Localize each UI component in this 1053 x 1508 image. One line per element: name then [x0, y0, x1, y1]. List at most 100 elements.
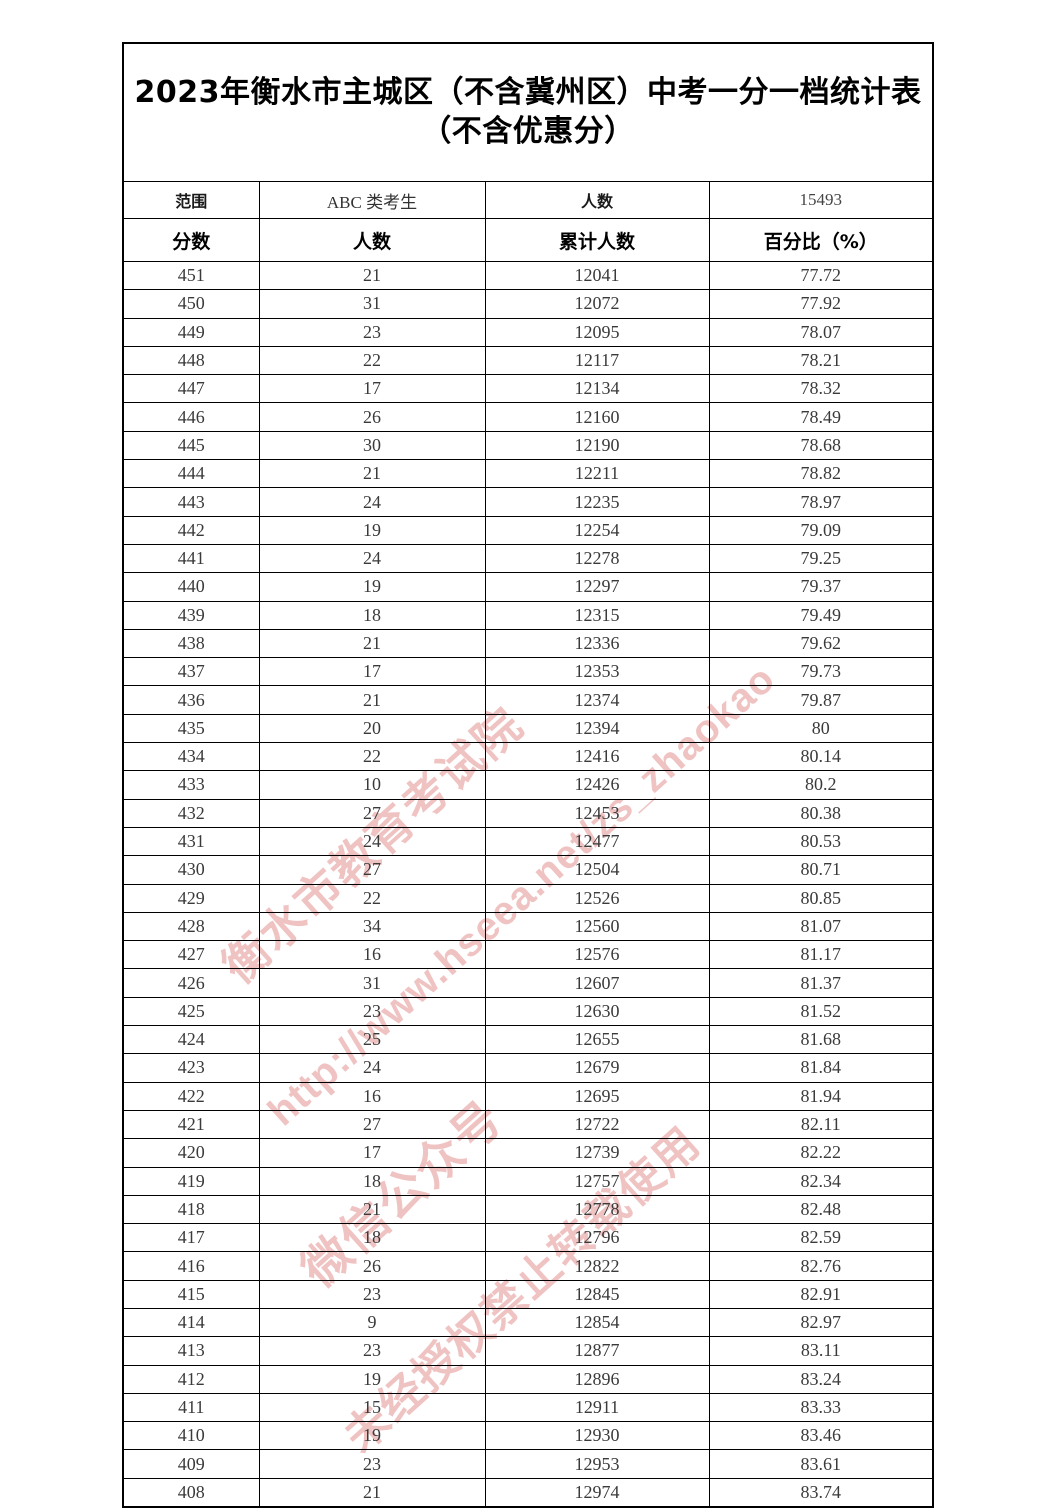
cell-count: 20	[258, 713, 486, 744]
cell-percentage: 78.21	[708, 345, 934, 376]
cell-score: 408	[122, 1477, 260, 1508]
cell-count: 23	[258, 317, 486, 347]
table-row: 408 21 12974 83.74	[122, 1477, 934, 1508]
cell-count: 22	[258, 345, 486, 376]
cell-cumulative: 12796	[484, 1223, 710, 1253]
cell-count: 21	[258, 685, 486, 715]
cell-cumulative: 12930	[484, 1421, 710, 1451]
cell-percentage: 82.91	[708, 1279, 934, 1309]
cell-score: 429	[122, 883, 260, 913]
cell-cumulative: 12822	[484, 1251, 710, 1281]
cell-score: 437	[122, 657, 260, 687]
cell-count: 17	[258, 374, 486, 404]
cell-percentage: 78.49	[708, 402, 934, 432]
cell-cumulative: 12315	[484, 600, 710, 630]
cell-score: 434	[122, 742, 260, 772]
cell-score: 446	[122, 402, 260, 432]
cell-count: 23	[258, 1336, 486, 1366]
cell-cumulative: 12041	[484, 260, 710, 291]
cell-score: 412	[122, 1364, 260, 1394]
table-row: 451 21 12041 77.72	[122, 260, 934, 291]
cell-score: 435	[122, 713, 260, 744]
cell-score: 416	[122, 1251, 260, 1281]
meta-range-label: 范围	[122, 181, 260, 219]
cell-cumulative: 12211	[484, 459, 710, 489]
cell-cumulative: 12655	[484, 1025, 710, 1055]
table-row: 433 10 12426 80.2	[122, 770, 934, 800]
cell-count: 21	[258, 459, 486, 489]
cell-percentage: 79.62	[708, 628, 934, 659]
cell-count: 17	[258, 657, 486, 687]
cell-cumulative: 12416	[484, 742, 710, 772]
cell-percentage: 82.22	[708, 1138, 934, 1168]
cell-percentage: 78.32	[708, 374, 934, 404]
cell-percentage: 82.11	[708, 1109, 934, 1140]
cell-cumulative: 12607	[484, 968, 710, 998]
cell-count: 24	[258, 826, 486, 857]
cell-percentage: 79.49	[708, 600, 934, 630]
score-distribution-table: 2023年衡水市主城区（不含冀州区）中考一分一档统计表 （不含优惠分） 范围 A…	[122, 42, 934, 1508]
cell-percentage: 78.68	[708, 430, 934, 461]
cell-count: 9	[258, 1307, 486, 1338]
table-row: 423 24 12679 81.84	[122, 1053, 934, 1083]
cell-count: 18	[258, 600, 486, 630]
meta-count-label: 人数	[484, 181, 710, 219]
cell-score: 440	[122, 572, 260, 602]
table-row: 416 26 12822 82.76	[122, 1251, 934, 1281]
cell-percentage: 80	[708, 713, 934, 744]
title-row: 2023年衡水市主城区（不含冀州区）中考一分一档统计表 （不含优惠分）	[122, 42, 934, 182]
column-header-cumulative: 累计人数	[484, 218, 710, 262]
cell-count: 26	[258, 402, 486, 432]
cell-cumulative: 12477	[484, 826, 710, 857]
cell-cumulative: 12560	[484, 911, 710, 942]
table-row: 426 31 12607 81.37	[122, 968, 934, 998]
column-header-row: 分数 人数 累计人数 百分比（%）	[122, 218, 934, 262]
cell-count: 15	[258, 1392, 486, 1423]
cell-percentage: 77.72	[708, 260, 934, 291]
cell-score: 443	[122, 487, 260, 517]
cell-count: 19	[258, 1421, 486, 1451]
cell-percentage: 79.09	[708, 515, 934, 545]
table-row: 450 31 12072 77.92	[122, 289, 934, 319]
cell-percentage: 83.74	[708, 1477, 934, 1508]
cell-score: 439	[122, 600, 260, 630]
table-row: 418 21 12778 82.48	[122, 1194, 934, 1225]
table-row: 444 21 12211 78.82	[122, 459, 934, 489]
cell-count: 27	[258, 855, 486, 885]
cell-score: 419	[122, 1166, 260, 1196]
cell-count: 19	[258, 1364, 486, 1394]
cell-count: 25	[258, 1025, 486, 1055]
table-row: 420 17 12739 82.22	[122, 1138, 934, 1168]
cell-percentage: 81.07	[708, 911, 934, 942]
cell-cumulative: 12854	[484, 1307, 710, 1338]
table-row: 446 26 12160 78.49	[122, 402, 934, 432]
cell-cumulative: 12576	[484, 940, 710, 970]
cell-score: 438	[122, 628, 260, 659]
cell-count: 21	[258, 1194, 486, 1225]
cell-cumulative: 12426	[484, 770, 710, 800]
cell-cumulative: 12095	[484, 317, 710, 347]
cell-percentage: 77.92	[708, 289, 934, 319]
cell-percentage: 83.61	[708, 1449, 934, 1479]
cell-count: 24	[258, 1053, 486, 1083]
table-row: 427 16 12576 81.17	[122, 940, 934, 970]
cell-cumulative: 12297	[484, 572, 710, 602]
cell-cumulative: 12722	[484, 1109, 710, 1140]
cell-score: 425	[122, 996, 260, 1027]
cell-percentage: 83.46	[708, 1421, 934, 1451]
cell-percentage: 83.11	[708, 1336, 934, 1366]
cell-percentage: 79.25	[708, 543, 934, 574]
table-row: 447 17 12134 78.32	[122, 374, 934, 404]
cell-cumulative: 12235	[484, 487, 710, 517]
cell-score: 427	[122, 940, 260, 970]
table-row: 439 18 12315 79.49	[122, 600, 934, 630]
meta-candidate-type: ABC 类考生	[258, 181, 486, 219]
cell-percentage: 78.97	[708, 487, 934, 517]
page-title: 2023年衡水市主城区（不含冀州区）中考一分一档统计表 （不含优惠分）	[134, 74, 922, 151]
cell-count: 19	[258, 572, 486, 602]
cell-count: 21	[258, 260, 486, 291]
cell-count: 23	[258, 1449, 486, 1479]
cell-cumulative: 12353	[484, 657, 710, 687]
cell-cumulative: 12911	[484, 1392, 710, 1423]
cell-cumulative: 12394	[484, 713, 710, 744]
